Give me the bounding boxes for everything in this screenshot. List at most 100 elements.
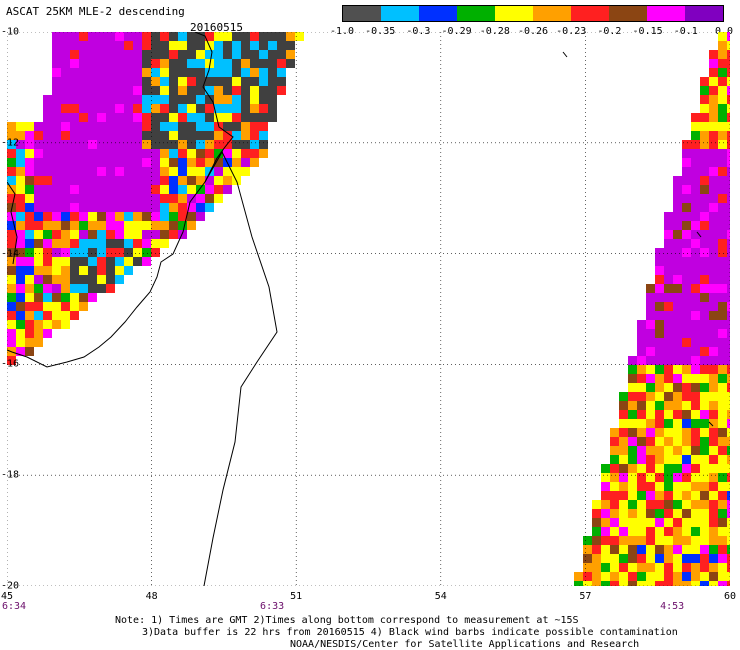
swath-pixel: [682, 419, 691, 428]
swath-pixel: [16, 347, 25, 356]
swath-pixel: [718, 563, 727, 572]
mascarene-islands: [562, 51, 714, 427]
swath-pixel: [43, 320, 52, 329]
swath-pixel: [52, 104, 61, 113]
swath-pixel: [124, 113, 133, 122]
swath-pixel: [709, 509, 718, 518]
swath-pixel: [664, 464, 673, 473]
swath-pixel: [691, 131, 700, 140]
swath-pixel: [727, 545, 730, 554]
swath-pixel: [223, 41, 232, 50]
swath-pixel: [691, 581, 700, 586]
swath-pixel: [151, 149, 160, 158]
swath-pixel: [178, 230, 187, 239]
swath-pixel: [70, 149, 79, 158]
swath-pixel: [691, 140, 700, 149]
swath-pixel: [88, 113, 97, 122]
swath-pixel: [142, 131, 151, 140]
swath-pixel: [16, 158, 25, 167]
swath-pixel: [691, 320, 700, 329]
swath-pixel: [106, 149, 115, 158]
swath-pixel: [61, 239, 70, 248]
swath-pixel: [646, 419, 655, 428]
swath-pixel: [214, 77, 223, 86]
swath-pixel: [583, 554, 592, 563]
swath-pixel: [43, 248, 52, 257]
swath-pixel: [241, 77, 250, 86]
swath-pixel: [637, 356, 646, 365]
swath-pixel: [727, 302, 730, 311]
swath-pixel: [88, 221, 97, 230]
swath-pixel: [79, 176, 88, 185]
swath-pixel: [160, 140, 169, 149]
swath-pixel: [277, 41, 286, 50]
swath-pixel: [709, 230, 718, 239]
swath-pixel: [700, 410, 709, 419]
swath-pixel: [619, 500, 628, 509]
swath-pixel: [682, 509, 691, 518]
swath-pixel: [7, 131, 16, 140]
swath-pixel: [673, 437, 682, 446]
swath-pixel: [7, 293, 16, 302]
swath-pixel: [628, 464, 637, 473]
swath-pixel: [709, 392, 718, 401]
swath-pixel: [268, 104, 277, 113]
swath-pixel: [142, 149, 151, 158]
swath-pixel: [601, 572, 610, 581]
swath-pixel: [691, 536, 700, 545]
swath-pixel: [700, 356, 709, 365]
swath-pixel: [178, 194, 187, 203]
swath-pixel: [646, 554, 655, 563]
swath-pixel: [16, 329, 25, 338]
swath-pixel: [655, 581, 664, 586]
swath-pixel: [673, 248, 682, 257]
swath-pixel: [142, 86, 151, 95]
swath-pixel: [628, 545, 637, 554]
swath-pixel: [727, 140, 730, 149]
swath-pixel: [277, 77, 286, 86]
swath-pixel: [682, 185, 691, 194]
swath-pixel: [97, 68, 106, 77]
swath-pixel: [196, 122, 205, 131]
swath-pixel: [70, 221, 79, 230]
swath-pixel: [637, 455, 646, 464]
swath-pixel: [664, 437, 673, 446]
swath-pixel: [124, 230, 133, 239]
swath-pixel: [7, 158, 16, 167]
swath-pixel: [646, 482, 655, 491]
swath-pixel: [115, 221, 124, 230]
color-scale-bar: [342, 5, 724, 22]
swath-pixel: [52, 86, 61, 95]
swath-pixel: [727, 275, 730, 284]
swath-pixel: [79, 77, 88, 86]
swath-pixel: [16, 167, 25, 176]
swath-pixel: [61, 149, 70, 158]
swath-pixel: [700, 239, 709, 248]
swath-pixel: [646, 572, 655, 581]
swath-pixel: [610, 482, 619, 491]
swath-pixel: [25, 194, 34, 203]
swath-pixel: [70, 311, 79, 320]
swath-pixel: [610, 500, 619, 509]
color-scale-tick-label: -0.15: [632, 26, 663, 37]
swath-pixel: [709, 203, 718, 212]
swath-pixel: [673, 185, 682, 194]
latitude-label: -12: [1, 137, 20, 149]
swath-pixel: [655, 455, 664, 464]
swath-pixel: [691, 455, 700, 464]
swath-pixel: [718, 446, 727, 455]
swath-pixel: [727, 428, 730, 437]
swath-pixel: [205, 194, 214, 203]
swath-pixel: [52, 158, 61, 167]
swath-pixel: [214, 176, 223, 185]
swath-pixel: [673, 275, 682, 284]
swath-pixel: [151, 221, 160, 230]
swath-pixel: [673, 491, 682, 500]
swath-pixel: [79, 284, 88, 293]
swath-pixel: [691, 563, 700, 572]
swath-pixel: [628, 374, 637, 383]
swath-pixel: [700, 536, 709, 545]
swath-pixel: [7, 239, 16, 248]
swath-pixel: [727, 158, 730, 167]
swath-pixel: [97, 275, 106, 284]
